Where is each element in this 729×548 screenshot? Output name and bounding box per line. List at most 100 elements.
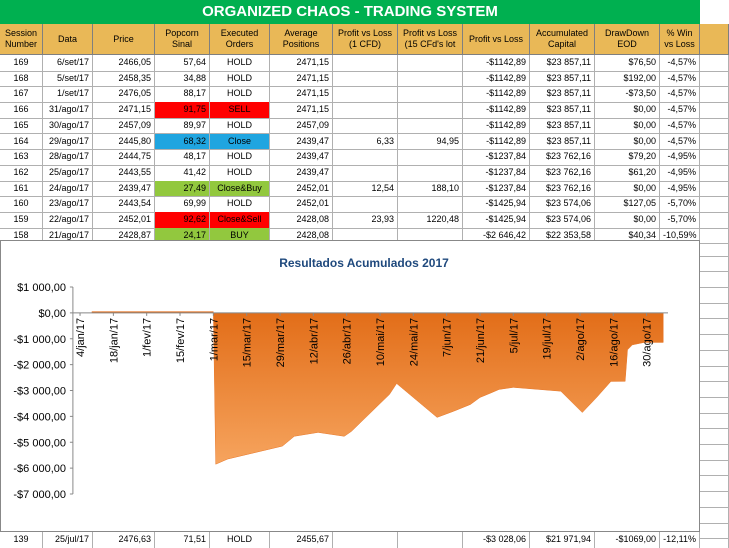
empty-cell — [700, 149, 729, 166]
empty-cell — [700, 212, 729, 229]
x-tick-label: 7/jun/17 — [442, 318, 454, 357]
data-cell: 1220,48 — [398, 212, 463, 229]
data-cell: 2471,15 — [270, 55, 333, 72]
order-cell: HOLD — [210, 532, 270, 548]
data-cell: 2471,15 — [270, 70, 333, 88]
order-cell: HOLD — [210, 196, 270, 213]
data-cell: $0,00 — [595, 102, 660, 119]
data-cell: -$1142,89 — [463, 117, 530, 135]
empty-cell — [700, 475, 729, 493]
data-cell: 2444,75 — [93, 149, 155, 166]
x-tick-label: 18/jan/17 — [108, 318, 120, 363]
data-cell: -$1237,84 — [463, 180, 530, 198]
order-cell: HOLD — [210, 86, 270, 104]
data-cell: $61,20 — [595, 164, 660, 182]
data-cell: $23 574,06 — [530, 212, 595, 229]
order-cell: HOLD — [210, 164, 270, 182]
data-cell: 2471,15 — [270, 86, 333, 104]
empty-cell — [700, 196, 729, 213]
data-cell: 164 — [0, 133, 43, 151]
data-cell: 2457,09 — [93, 117, 155, 135]
data-cell: 27,49 — [155, 180, 210, 198]
data-cell: 2428,08 — [270, 212, 333, 229]
data-cell: 163 — [0, 149, 43, 166]
empty-cell — [700, 506, 729, 524]
data-cell: 2439,47 — [270, 133, 333, 151]
data-cell — [398, 532, 463, 548]
data-cell — [333, 117, 398, 135]
data-cell: -$1142,89 — [463, 55, 530, 72]
data-cell: 89,97 — [155, 117, 210, 135]
data-cell: $23 574,06 — [530, 196, 595, 213]
chart-title: Resultados Acumulados 2017 — [279, 256, 449, 270]
data-cell — [333, 86, 398, 104]
data-cell: -4,57% — [660, 86, 700, 104]
data-cell: $23 857,11 — [530, 102, 595, 119]
x-tick-label: 26/abr/17 — [342, 318, 354, 364]
data-cell: -4,95% — [660, 149, 700, 166]
data-cell: $0,00 — [595, 117, 660, 135]
data-cell: 2445,80 — [93, 133, 155, 151]
data-cell: 71,51 — [155, 532, 210, 548]
x-tick-label: 12/abr/17 — [308, 318, 320, 364]
data-cell: 2457,09 — [270, 117, 333, 135]
x-tick-label: 10/mai/17 — [375, 318, 387, 366]
y-tick-label: $1 000,00 — [17, 282, 66, 294]
empty-cell — [700, 318, 729, 336]
data-cell: 188,10 — [398, 180, 463, 198]
order-cell: Close — [210, 133, 270, 151]
data-cell: 22/ago/17 — [43, 212, 93, 229]
data-cell: -4,57% — [660, 55, 700, 72]
data-cell: 139 — [0, 532, 43, 548]
data-cell: -$1237,84 — [463, 164, 530, 182]
empty-cell — [700, 491, 729, 508]
empty-cell — [700, 334, 729, 351]
empty-cell — [700, 287, 729, 304]
order-cell: HOLD — [210, 149, 270, 166]
y-tick-label: -$4 000,00 — [13, 411, 66, 423]
data-cell — [333, 102, 398, 119]
data-cell: $0,00 — [595, 212, 660, 229]
column-header: Executed Orders — [210, 24, 270, 55]
data-cell — [398, 164, 463, 182]
order-cell: Close&Buy — [210, 180, 270, 198]
data-cell: $23 857,11 — [530, 86, 595, 104]
data-cell: -4,57% — [660, 133, 700, 151]
empty-cell — [700, 180, 729, 198]
data-cell: -12,11% — [660, 532, 700, 548]
data-cell: 41,42 — [155, 164, 210, 182]
data-cell: 25/ago/17 — [43, 164, 93, 182]
data-cell — [398, 102, 463, 119]
data-cell: $76,50 — [595, 55, 660, 72]
empty-cell — [700, 444, 729, 461]
x-tick-label: 16/ago/17 — [608, 318, 620, 367]
empty-cell — [700, 302, 729, 320]
data-cell — [398, 86, 463, 104]
column-header: Profit vs Loss (1 CFD) — [333, 24, 398, 55]
data-cell: -$1237,84 — [463, 149, 530, 166]
x-tick-label: 15/fev/17 — [175, 318, 187, 363]
data-cell: 30/ago/17 — [43, 117, 93, 135]
empty-cell — [700, 86, 729, 104]
data-cell — [333, 70, 398, 88]
column-header: Accumulated Capital — [530, 24, 595, 55]
x-tick-label: 24/mai/17 — [408, 318, 420, 366]
empty-cell — [700, 55, 729, 72]
data-cell: 2455,67 — [270, 532, 333, 548]
data-cell: 162 — [0, 164, 43, 182]
column-header: Data — [43, 24, 93, 55]
data-cell: $23 857,11 — [530, 133, 595, 151]
x-tick-label: 29/mar/17 — [275, 318, 287, 368]
data-cell: 68,32 — [155, 133, 210, 151]
data-cell: 31/ago/17 — [43, 102, 93, 119]
data-cell: 168 — [0, 70, 43, 88]
column-header: Session Number — [0, 24, 43, 55]
data-cell: $23 762,16 — [530, 164, 595, 182]
data-cell: 2443,54 — [93, 196, 155, 213]
y-tick-label: -$2 000,00 — [13, 360, 66, 372]
data-cell: -5,70% — [660, 212, 700, 229]
data-cell — [333, 164, 398, 182]
data-cell: 159 — [0, 212, 43, 229]
data-cell: 29/ago/17 — [43, 133, 93, 151]
